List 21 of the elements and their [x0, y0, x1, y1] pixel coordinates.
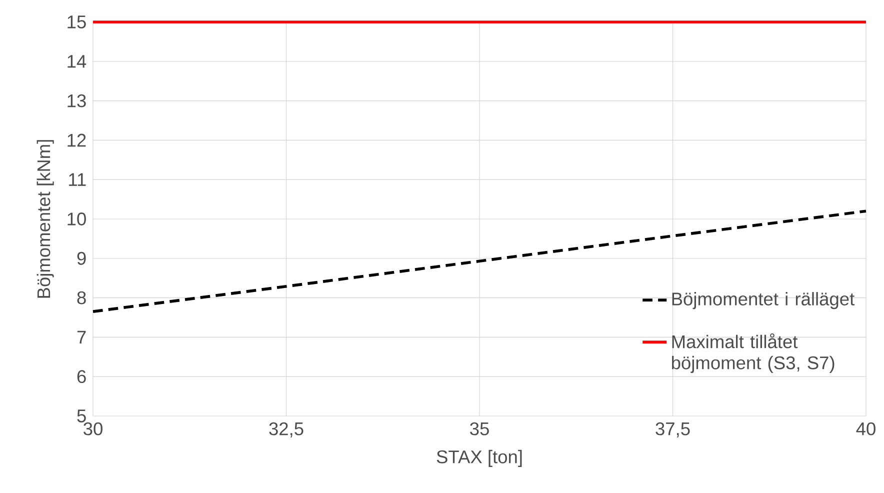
x-tick-label: 37,5: [656, 422, 690, 438]
y-tick-label: 15: [68, 16, 86, 28]
y-tick-label: 13: [68, 94, 86, 108]
y-tick-label: 8: [77, 291, 86, 304]
y-tick-label: 7: [77, 330, 86, 344]
x-tick-label: 35: [470, 422, 489, 436]
y-tick-label: 14: [68, 55, 86, 68]
y-tick-label: 10: [68, 212, 86, 226]
x-tick-label: 32,5: [269, 422, 304, 438]
y-tick-label: 9: [77, 252, 86, 265]
x-tick-label: 30: [84, 422, 102, 436]
x-tick-label: 40: [856, 422, 876, 436]
y-tick-label: 11: [69, 173, 86, 186]
line-series: [92, 210, 868, 313]
y-tick-label: 12: [68, 134, 86, 147]
y-tick-label: 6: [77, 370, 86, 384]
x-axis-title: STAX [ton]: [436, 450, 522, 467]
y-tick-label: 5: [77, 410, 86, 422]
legend-label: Böjmomentet i rälläget: [672, 292, 854, 310]
legend-label: Maximalt tillåtet böjmoment (S3, S7): [672, 333, 834, 373]
y-axis-title: Böjmomentet [kNm]: [36, 140, 54, 298]
